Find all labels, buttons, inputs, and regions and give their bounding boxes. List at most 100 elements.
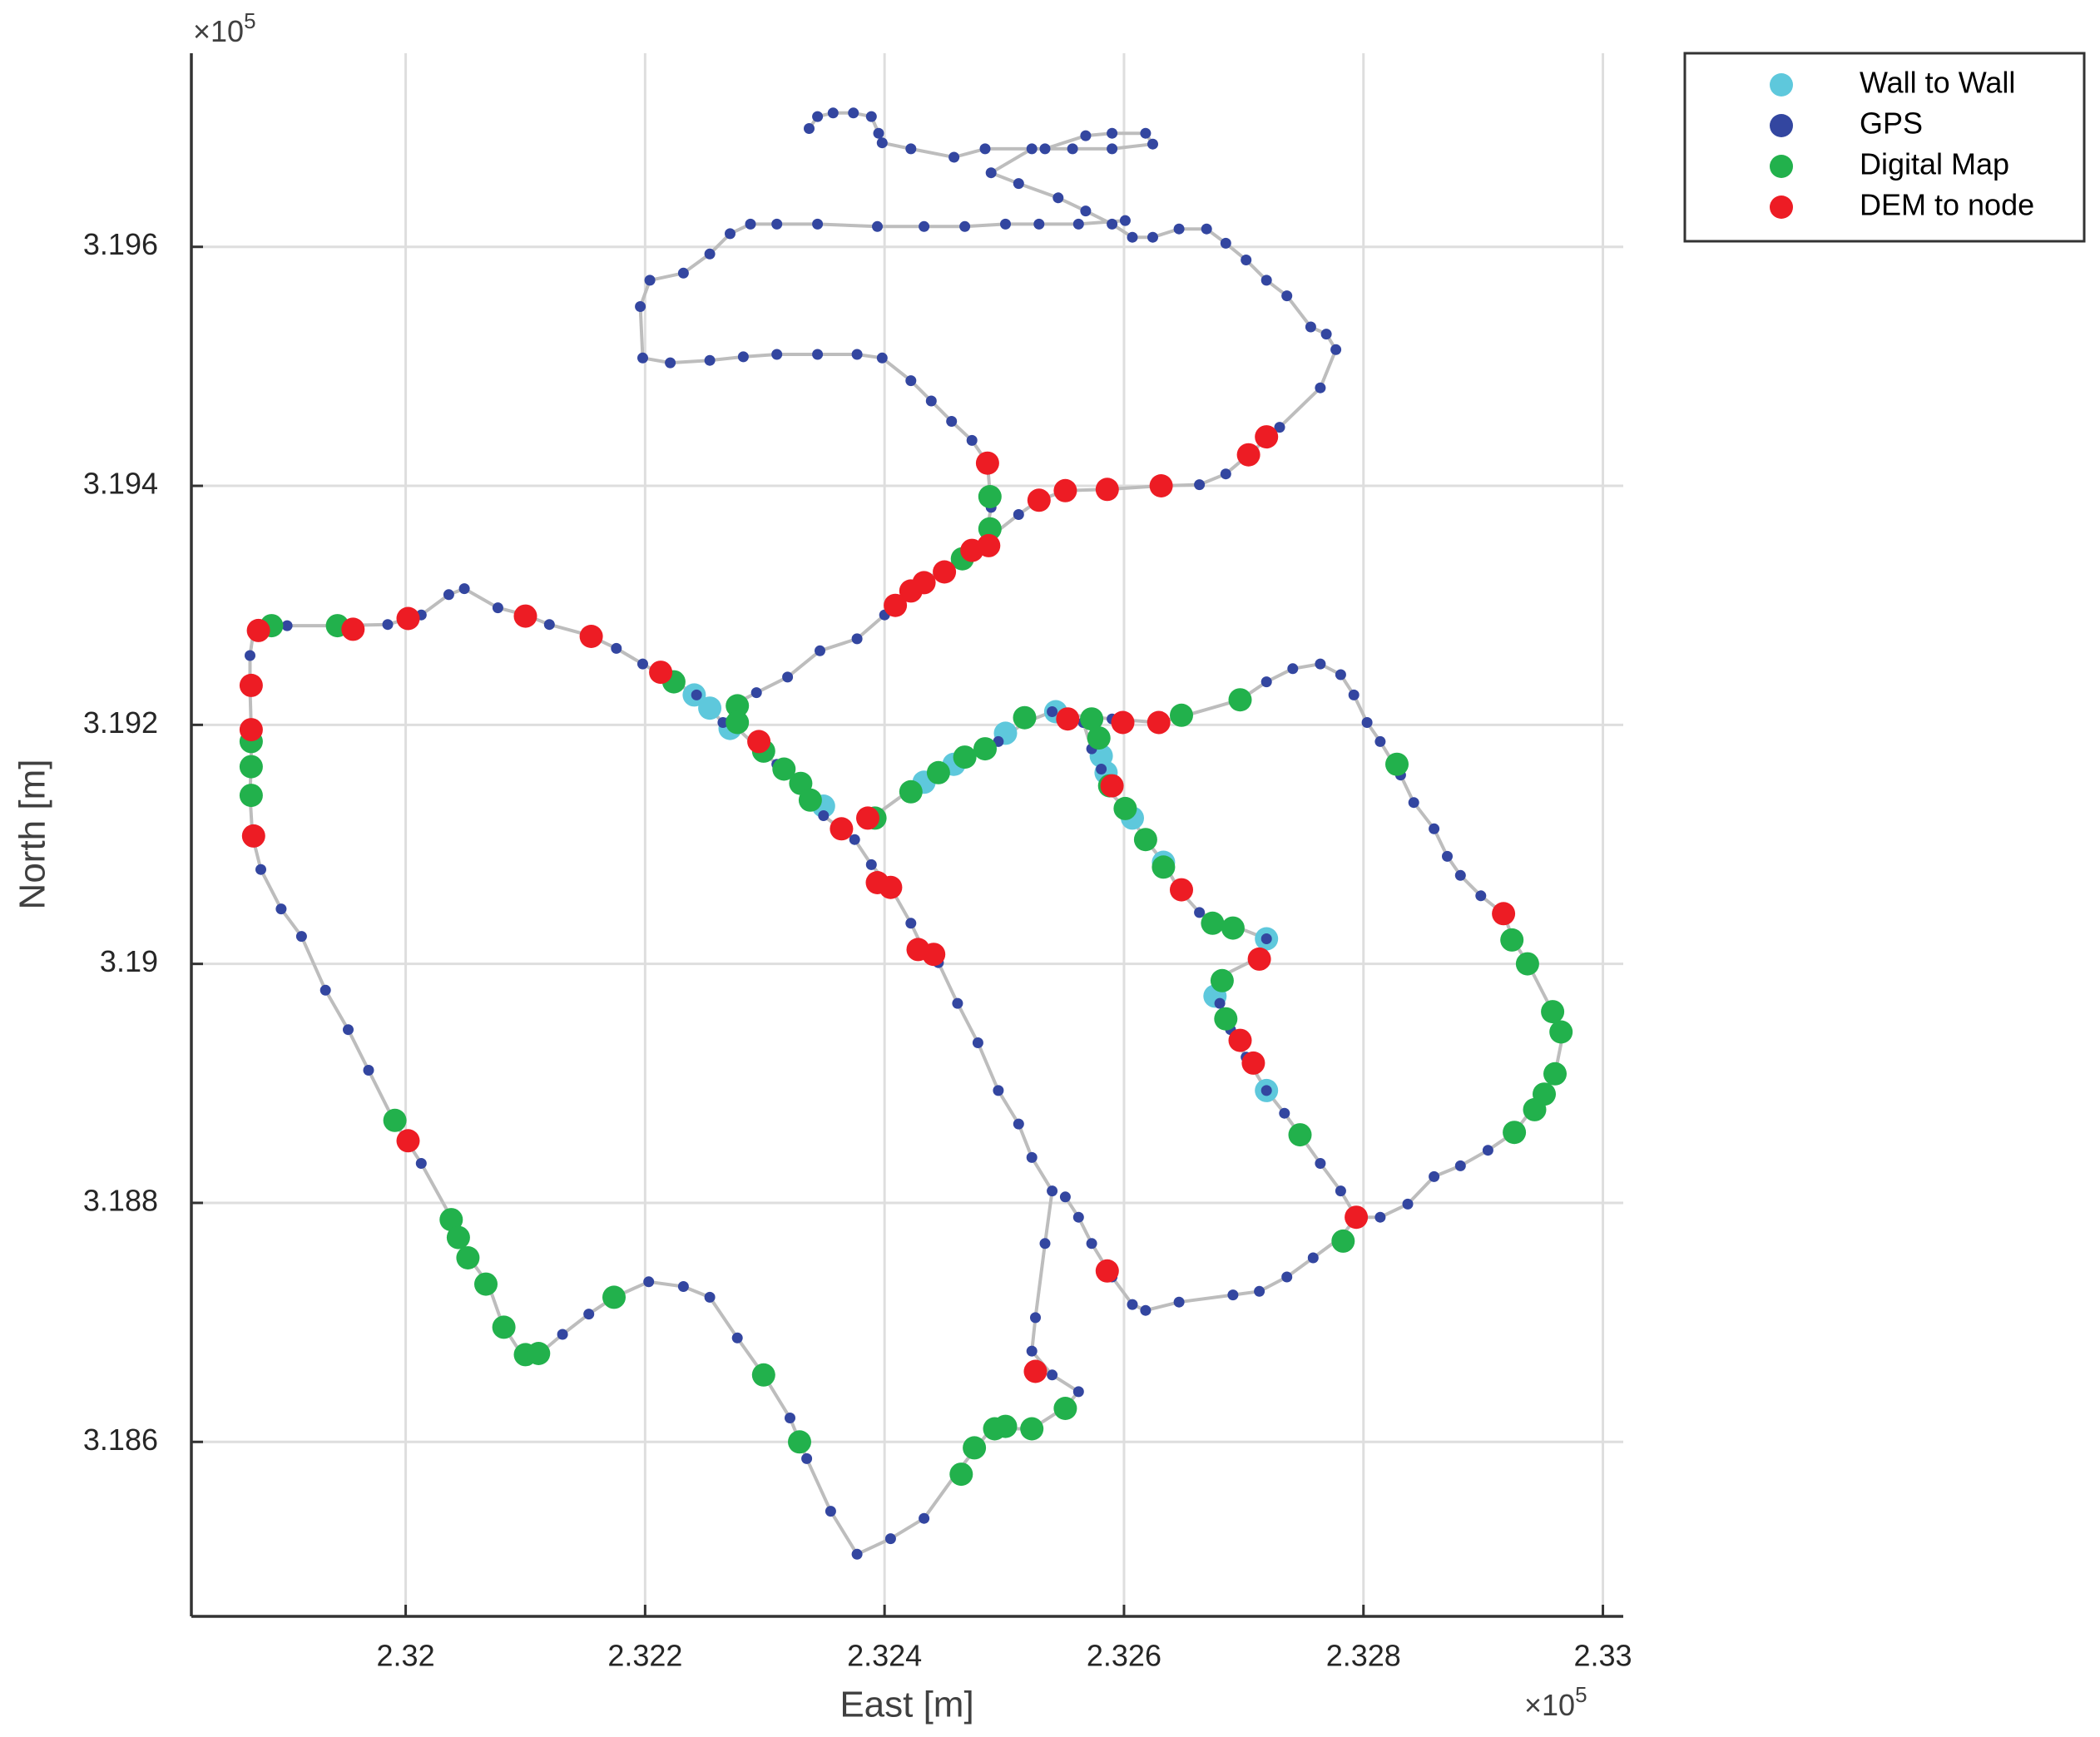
point xyxy=(1194,907,1206,918)
point xyxy=(978,485,1002,508)
y-tick-label: 3.186 xyxy=(83,1423,158,1457)
point xyxy=(993,1085,1004,1096)
point xyxy=(1147,138,1158,150)
legend-label: DEM to node xyxy=(1860,188,2034,222)
legend-label: Wall to Wall xyxy=(1860,66,2015,100)
point xyxy=(1059,1191,1071,1203)
point xyxy=(1027,488,1051,512)
point xyxy=(1331,1229,1355,1253)
legend-box xyxy=(1683,52,2086,243)
point xyxy=(717,717,729,728)
point xyxy=(959,220,971,232)
point xyxy=(747,730,771,754)
point xyxy=(583,1309,595,1320)
point xyxy=(635,301,646,312)
point xyxy=(1260,1085,1272,1096)
point xyxy=(737,351,749,363)
point xyxy=(771,349,783,360)
point xyxy=(1072,1386,1084,1398)
point xyxy=(925,395,937,407)
point xyxy=(1281,290,1293,302)
point xyxy=(772,757,796,781)
point xyxy=(1127,231,1138,243)
point xyxy=(812,349,824,360)
point xyxy=(1013,509,1024,520)
point xyxy=(1210,968,1234,992)
grid xyxy=(191,53,1623,1616)
point xyxy=(1214,1007,1238,1031)
point xyxy=(815,645,825,656)
point xyxy=(873,127,884,139)
point xyxy=(1287,663,1299,675)
legend-marker xyxy=(1770,73,1793,96)
x-tick-label: 2.324 xyxy=(847,1639,922,1673)
point xyxy=(677,267,689,279)
point xyxy=(1335,1185,1346,1197)
point xyxy=(1056,707,1080,731)
point xyxy=(665,357,676,369)
point xyxy=(1013,705,1037,730)
point xyxy=(771,218,783,230)
point xyxy=(1047,706,1058,717)
point xyxy=(905,375,917,387)
point xyxy=(1072,218,1084,230)
point xyxy=(319,984,331,996)
point xyxy=(704,1291,716,1303)
point xyxy=(1315,658,1326,670)
point xyxy=(415,1158,427,1169)
point xyxy=(1515,952,1539,976)
point xyxy=(825,1506,836,1517)
point xyxy=(1013,1118,1024,1130)
point xyxy=(978,517,1002,541)
point xyxy=(439,1208,463,1232)
point xyxy=(1454,1160,1466,1171)
point xyxy=(239,784,263,808)
point xyxy=(782,671,794,683)
point xyxy=(474,1272,498,1296)
point xyxy=(383,1108,407,1132)
point xyxy=(1408,797,1419,809)
point xyxy=(637,658,648,670)
point xyxy=(363,1065,374,1076)
x-tick-label: 2.322 xyxy=(607,1639,682,1673)
point xyxy=(1236,443,1260,467)
point xyxy=(1147,231,1158,243)
point xyxy=(1013,178,1024,190)
point xyxy=(1228,688,1252,712)
legend-marker xyxy=(1770,195,1793,219)
point xyxy=(865,859,877,870)
point xyxy=(396,606,420,631)
point xyxy=(750,687,762,699)
y-multiplier: ×105 xyxy=(193,8,256,48)
point xyxy=(1279,1107,1290,1119)
x-tick-label: 2.326 xyxy=(1087,1639,1161,1673)
point xyxy=(919,220,930,232)
track-line xyxy=(248,111,1566,1556)
point xyxy=(1305,321,1316,333)
point xyxy=(611,642,622,654)
point xyxy=(492,602,503,614)
point xyxy=(343,1024,354,1036)
point xyxy=(952,997,963,1009)
point xyxy=(818,810,830,821)
point xyxy=(946,416,958,427)
point xyxy=(396,1129,420,1153)
point xyxy=(239,673,263,697)
x-tick-label: 2.328 xyxy=(1326,1639,1401,1673)
point xyxy=(1247,947,1271,971)
point xyxy=(725,228,735,240)
point xyxy=(1475,890,1487,902)
point xyxy=(1173,1296,1185,1308)
point xyxy=(876,137,888,149)
point xyxy=(1201,911,1225,935)
point xyxy=(785,1413,795,1423)
y-axis-label: North [m] xyxy=(12,760,53,910)
multiplier-exponent: 5 xyxy=(1575,1682,1587,1707)
point xyxy=(953,745,977,770)
point xyxy=(1221,916,1245,940)
point xyxy=(456,1246,480,1269)
axes: 2.32 2.322 2.324 2.326 2.328 2.33 3.186 3.188 3.… xyxy=(83,53,1632,1673)
point xyxy=(1194,479,1206,491)
point xyxy=(1335,669,1346,680)
point xyxy=(458,583,470,595)
